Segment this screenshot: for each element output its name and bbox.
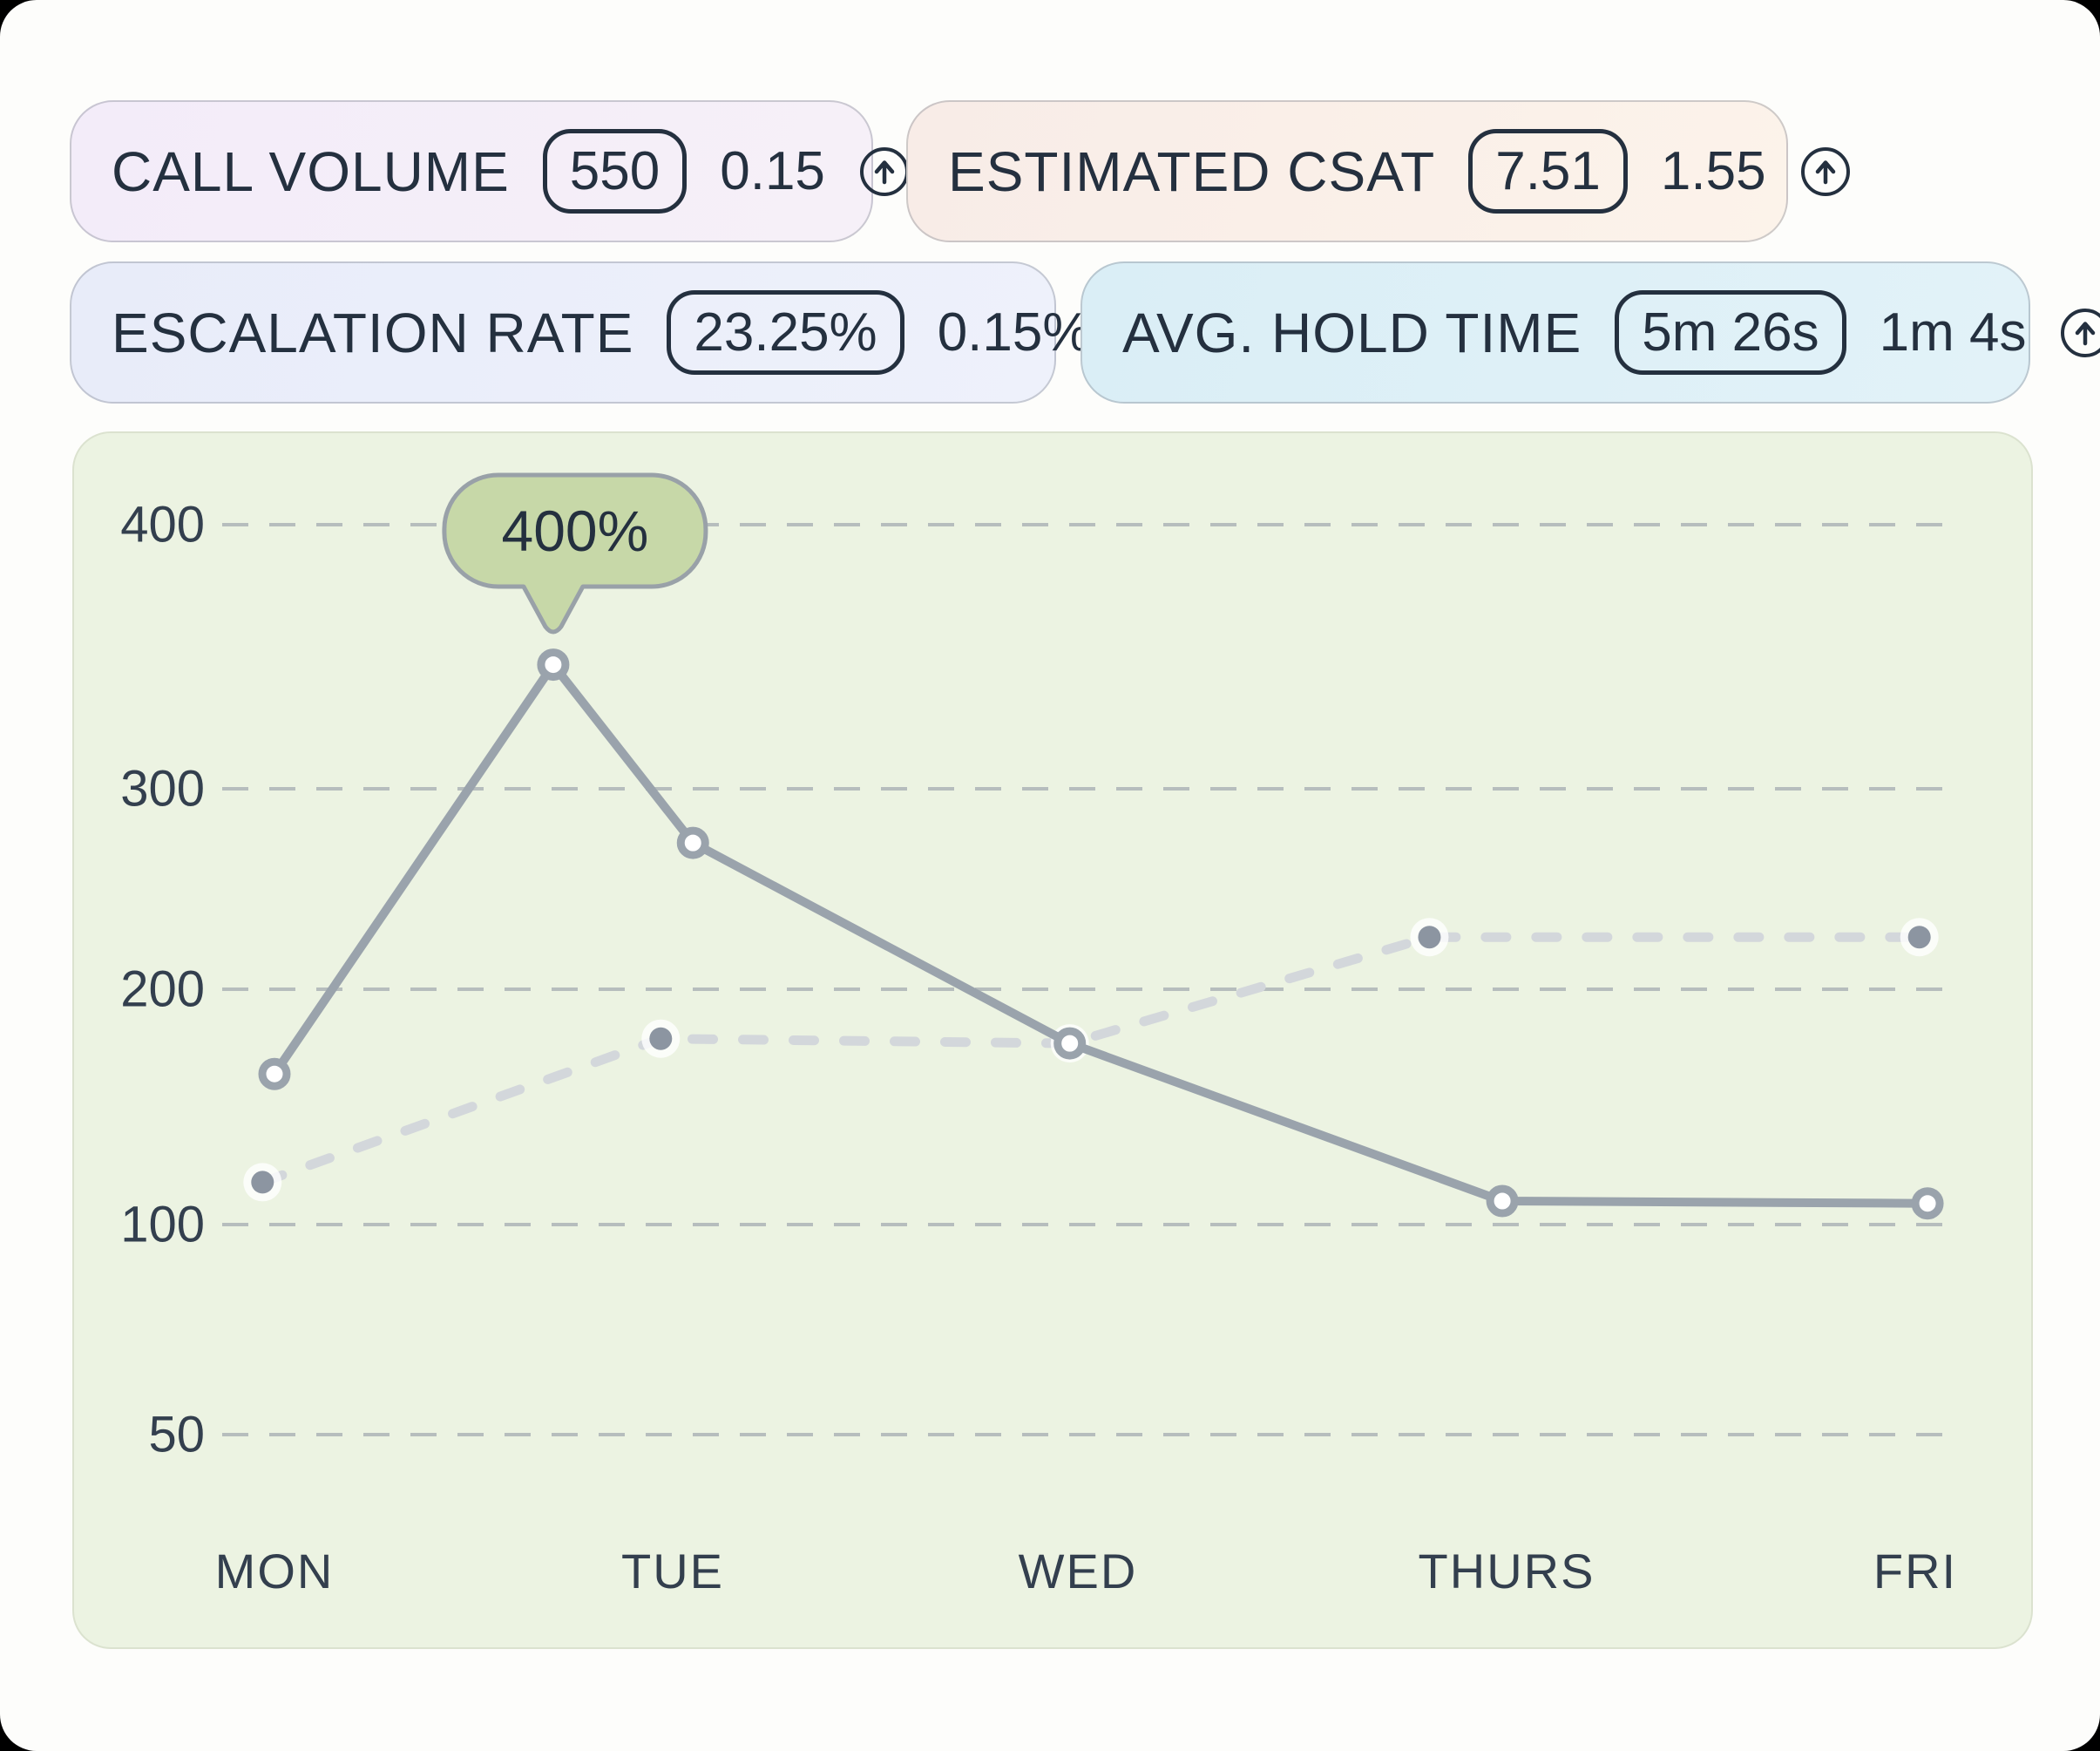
y-tick-label: 100 — [120, 1197, 205, 1253]
x-tick-label: WED — [1019, 1544, 1138, 1598]
y-tick-label: 400 — [120, 497, 205, 553]
x-tick-label: TUE — [621, 1544, 724, 1598]
dot-marker — [649, 1028, 672, 1050]
y-tick-label: 200 — [120, 961, 205, 1018]
open-circle-marker — [681, 831, 705, 855]
line-chart: 400 300 200 100 50 MON TUE WED THURS FRI 400% — [0, 0, 2100, 1751]
x-tick-label: MON — [215, 1544, 335, 1598]
series-secondary-line — [262, 937, 1919, 1182]
open-circle-marker — [541, 653, 566, 677]
x-tick-label: FRI — [1873, 1544, 1957, 1598]
dot-marker — [1908, 926, 1931, 948]
y-tick-label: 50 — [148, 1407, 205, 1463]
dashboard-page: CALL VOLUME 550 0.15 ESTIMATED CSAT 7.51… — [0, 0, 2100, 1751]
peak-tooltip: 400% — [444, 475, 706, 632]
gridlines: 400 300 200 100 50 — [120, 497, 1948, 1463]
open-circle-marker — [1490, 1189, 1514, 1213]
dot-marker — [251, 1171, 274, 1193]
dot-marker — [1418, 926, 1440, 948]
x-tick-label: THURS — [1419, 1544, 1595, 1598]
open-circle-marker — [1058, 1031, 1082, 1055]
open-circle-marker — [262, 1062, 287, 1086]
tooltip-value: 400% — [501, 499, 648, 563]
series-secondary-markers — [243, 918, 1938, 1201]
series-primary-line — [274, 665, 1927, 1204]
open-circle-marker — [1915, 1191, 1940, 1216]
x-axis-labels: MON TUE WED THURS FRI — [215, 1544, 1957, 1598]
y-tick-label: 300 — [120, 761, 205, 818]
